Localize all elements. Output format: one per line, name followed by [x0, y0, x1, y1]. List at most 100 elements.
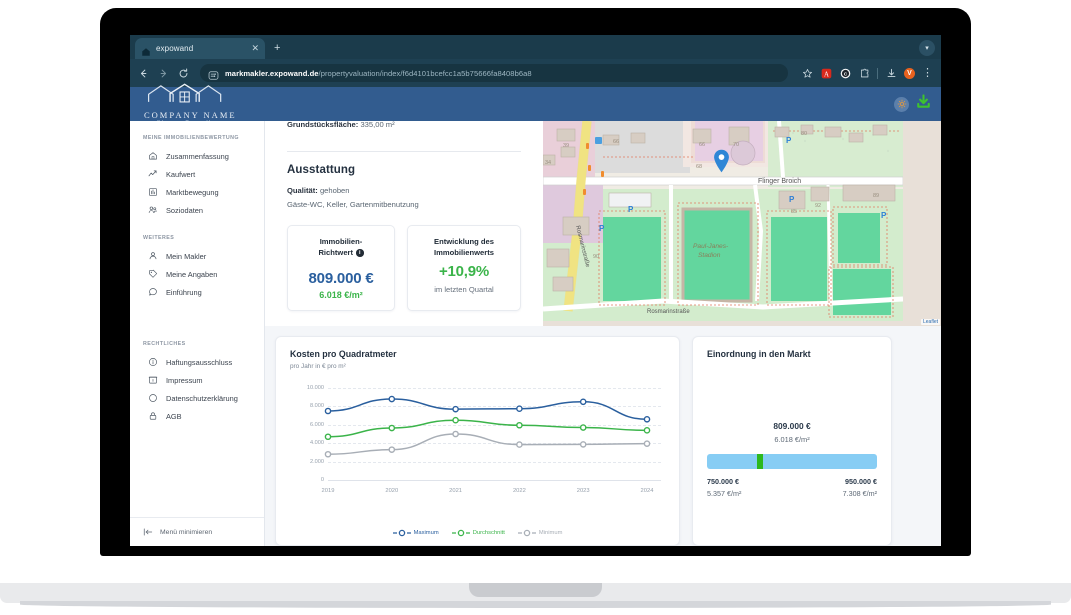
features-line: Gäste-WC, Keller, Gartenmitbenutzung: [287, 200, 419, 209]
sidebar-item-label: Datenschutzerklärung: [166, 393, 238, 403]
collapse-menu-button[interactable]: Menü minimieren: [130, 517, 264, 546]
sidebar-item-impressum[interactable]: Impressum: [130, 371, 264, 389]
card-wertentwicklung: Entwicklung des Immobilienwerts +10,9% i…: [407, 225, 521, 311]
laptop-notch: [469, 583, 602, 597]
sidebar-item-meine-angaben[interactable]: Meine Angaben: [130, 265, 264, 283]
arrow-right-icon[interactable]: [158, 68, 169, 79]
panel-subtitle: pro Jahr in € pro m²: [290, 363, 346, 370]
document-icon: [148, 375, 158, 385]
market-max-value: 950.000 €: [845, 477, 877, 486]
data-point[interactable]: [324, 407, 332, 415]
downloads-icon[interactable]: [885, 67, 897, 79]
series-line: [327, 419, 648, 438]
profile-avatar[interactable]: V: [904, 67, 915, 79]
data-point[interactable]: [643, 440, 651, 447]
sidebar-item-mein-makler[interactable]: Mein Makler: [130, 247, 264, 265]
card-title: Entwicklung des Immobilienwerts: [416, 236, 512, 258]
sidebar-item-haftungsausschluss[interactable]: Haftungsausschluss: [130, 353, 264, 371]
info-icon[interactable]: i: [356, 249, 364, 257]
dark-extension-icon[interactable]: C: [839, 67, 851, 79]
download-icon[interactable]: [916, 94, 931, 114]
close-icon[interactable]: ✕: [251, 43, 259, 53]
bookmark-star-icon[interactable]: [801, 67, 813, 79]
sidebar-item-einfuehrung[interactable]: Einführung: [130, 283, 264, 301]
data-point[interactable]: [388, 395, 396, 403]
browser-tab[interactable]: expowand ✕: [135, 38, 265, 59]
data-point[interactable]: [516, 421, 523, 429]
browser-window: expowand ✕ + ▾: [130, 35, 941, 546]
sidebar-item-kaufwert[interactable]: Kaufwert: [130, 165, 264, 183]
info-circle-icon: [148, 357, 158, 367]
chevron-down-icon[interactable]: ▾: [919, 40, 935, 56]
gear-icon[interactable]: [894, 96, 909, 112]
truncated-fact: Grundstücksfläche: 335,00 m²: [287, 121, 521, 139]
sidebar-item-soziodaten[interactable]: Soziodaten: [130, 201, 264, 219]
sidebar-spacer: [130, 425, 264, 517]
arrow-left-icon[interactable]: [138, 68, 149, 79]
data-point[interactable]: [516, 441, 523, 448]
sidebar-item-label: Soziodaten: [166, 205, 203, 215]
svg-text:P: P: [789, 195, 795, 204]
people-icon: [148, 205, 158, 215]
svg-text:85: 85: [791, 209, 797, 215]
market-value: 809.000 €: [773, 421, 811, 431]
chart-series-layer: [324, 395, 651, 458]
data-point[interactable]: [452, 430, 459, 438]
legend-marker-icon: [517, 524, 536, 542]
line-chart: 0 2.000 4.000 6.000 8.000 10.000 2019 2020 2021 2…: [290, 384, 665, 502]
market-value-per-sqm: 6.018 €/m²: [774, 435, 810, 444]
card-subvalue: 6.018 €/m²: [319, 290, 363, 300]
x-axis-tick: 2022: [512, 488, 526, 494]
extensions-puzzle-icon[interactable]: [858, 67, 870, 79]
data-point[interactable]: [452, 416, 459, 424]
data-point[interactable]: [388, 424, 396, 432]
truncated-fact-value: 335,00 m²: [360, 121, 395, 129]
data-point[interactable]: [516, 405, 523, 413]
circle-icon: [148, 393, 158, 403]
svg-text:P: P: [881, 211, 887, 220]
sidebar-item-zusammenfassung[interactable]: Zusammenfassung: [130, 147, 264, 165]
property-map[interactable]: P P P P P Flinger Broich Paul-Janes-: [543, 121, 941, 326]
data-point[interactable]: [324, 450, 332, 458]
new-tab-button[interactable]: +: [274, 42, 281, 54]
kebab-menu-icon[interactable]: ⋮: [922, 66, 933, 79]
url-domain: markmakler.expowand.de: [225, 68, 319, 78]
legend-item[interactable]: Durchschnitt: [451, 524, 505, 542]
data-point[interactable]: [579, 441, 587, 448]
data-point[interactable]: [579, 424, 587, 431]
data-point[interactable]: [643, 427, 651, 434]
card-title-line2: Richtwert: [318, 248, 354, 257]
site-settings-icon[interactable]: [208, 68, 219, 80]
svg-text:66: 66: [613, 139, 619, 145]
data-point[interactable]: [324, 433, 332, 441]
reload-icon[interactable]: [178, 68, 189, 79]
market-position-panel: Einordnung in den Markt 809.000 € 6.018 …: [692, 336, 892, 546]
brand-logo[interactable]: COMPANY NAME Slogan Goes Here: [140, 82, 237, 127]
x-axis-tick: 2021: [449, 488, 463, 494]
house-favicon: [141, 44, 151, 56]
sidebar-item-agb[interactable]: AGB: [130, 407, 264, 425]
divider: [287, 151, 521, 152]
map-attribution[interactable]: Leaflet: [920, 319, 940, 325]
gridline: [328, 443, 661, 445]
data-point[interactable]: [579, 398, 587, 406]
sidebar-item-datenschutzerklaerung[interactable]: Datenschutzerklärung: [130, 389, 264, 407]
legend-item[interactable]: Minimum: [517, 524, 562, 542]
svg-text:39: 39: [563, 143, 569, 149]
data-point[interactable]: [452, 405, 459, 413]
sidebar-item-label: Haftungsausschluss: [166, 357, 233, 367]
market-range-labels: 750.000 € 5.357 €/m² 950.000 € 7.308 €/m…: [707, 477, 877, 498]
sidebar-item-marktbewegung[interactable]: Marktbewegung: [130, 183, 264, 201]
omnibar-actions: A C V ⋮: [797, 67, 933, 79]
data-point[interactable]: [643, 415, 651, 423]
card-immobilien-richtwert: Immobilien- Richtwert i 809.000 € 6.018 €…: [287, 225, 395, 311]
data-point[interactable]: [388, 446, 396, 453]
lock-icon: [148, 411, 158, 421]
tag-icon: [148, 269, 158, 279]
legend-item[interactable]: Maximum: [392, 524, 439, 542]
address-bar[interactable]: markmakler.expowand.de/propertyvaluation…: [200, 64, 788, 82]
adobe-acrobat-icon[interactable]: A: [820, 67, 832, 79]
laptop-screen: expowand ✕ + ▾: [130, 35, 941, 546]
panel-title: Einordnung in den Markt: [707, 349, 811, 359]
